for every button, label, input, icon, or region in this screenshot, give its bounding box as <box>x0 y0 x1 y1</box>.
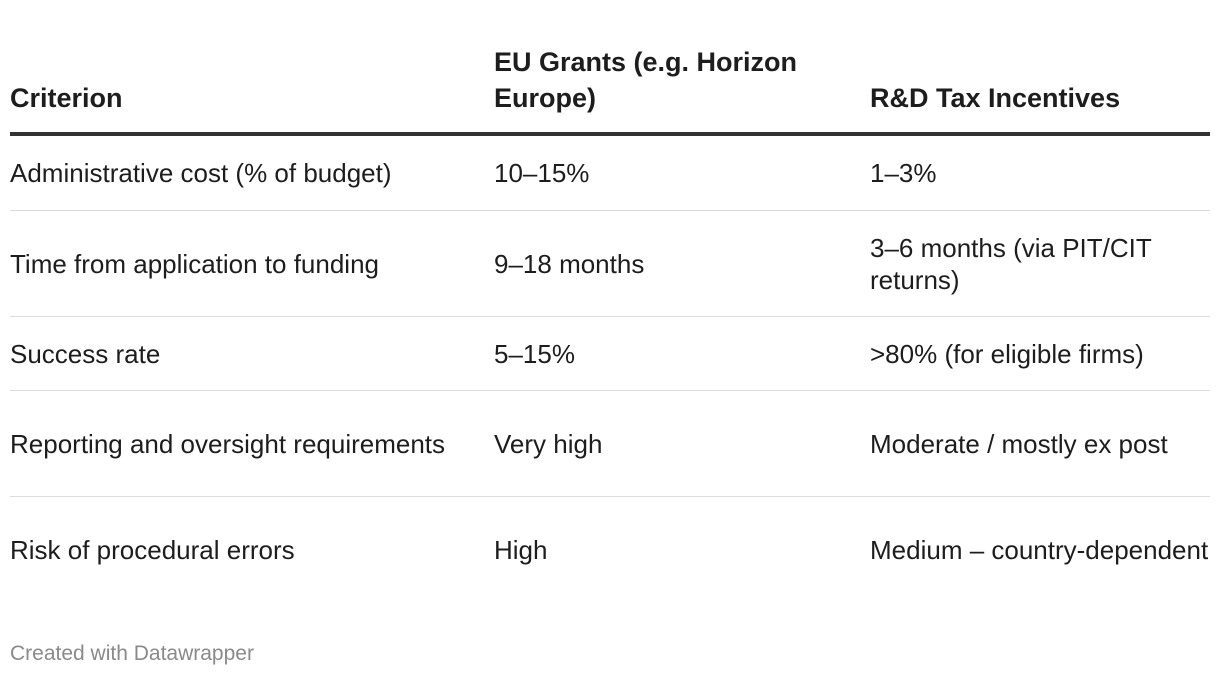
table-header: Criterion EU Grants (e.g. Horizon Europe… <box>10 44 1210 134</box>
column-header-rd-tax-incentives: R&D Tax Incentives <box>870 83 1121 113</box>
datawrapper-credit: Created with Datawrapper <box>10 642 254 665</box>
table-row: Risk of procedural errors High Medium – … <box>10 497 1210 603</box>
cell-rd-tax-incentives: 1–3% <box>870 158 937 188</box>
table-row: Reporting and oversight requirements Ver… <box>10 391 1210 497</box>
table-row: Time from application to funding 9–18 mo… <box>10 211 1210 317</box>
column-header-eu-grants: EU Grants (e.g. Horizon Europe) <box>494 47 798 113</box>
header-row: Criterion EU Grants (e.g. Horizon Europe… <box>10 44 1210 134</box>
cell-criterion: Reporting and oversight requirements <box>10 428 446 459</box>
cell-rd-tax-incentives: Medium – country-dependent <box>870 534 1209 565</box>
column-header-criterion: Criterion <box>10 83 123 113</box>
cell-eu-grants: Very high <box>494 428 603 459</box>
cell-eu-grants: 5–15% <box>494 338 575 369</box>
cell-rd-tax-incentives: 3–6 months (via PIT/CIT returns) <box>870 232 1152 295</box>
comparison-table-container: Criterion EU Grants (e.g. Horizon Europe… <box>10 44 1210 602</box>
cell-criterion: Risk of procedural errors <box>10 534 295 565</box>
cell-criterion: Success rate <box>10 338 161 369</box>
cell-eu-grants: High <box>494 534 548 565</box>
comparison-table: Criterion EU Grants (e.g. Horizon Europe… <box>10 44 1210 602</box>
table-row: Success rate 5–15% >80% (for eligible fi… <box>10 317 1210 391</box>
cell-criterion: Administrative cost (% of budget) <box>10 158 392 188</box>
table-row: Administrative cost (% of budget) 10–15%… <box>10 134 1210 211</box>
table-body: Administrative cost (% of budget) 10–15%… <box>10 134 1210 602</box>
cell-eu-grants: 9–18 months <box>494 248 645 279</box>
cell-rd-tax-incentives: Moderate / mostly ex post <box>870 428 1168 459</box>
cell-rd-tax-incentives: >80% (for eligible firms) <box>870 338 1144 369</box>
cell-criterion: Time from application to funding <box>10 248 380 279</box>
cell-eu-grants: 10–15% <box>494 158 590 188</box>
